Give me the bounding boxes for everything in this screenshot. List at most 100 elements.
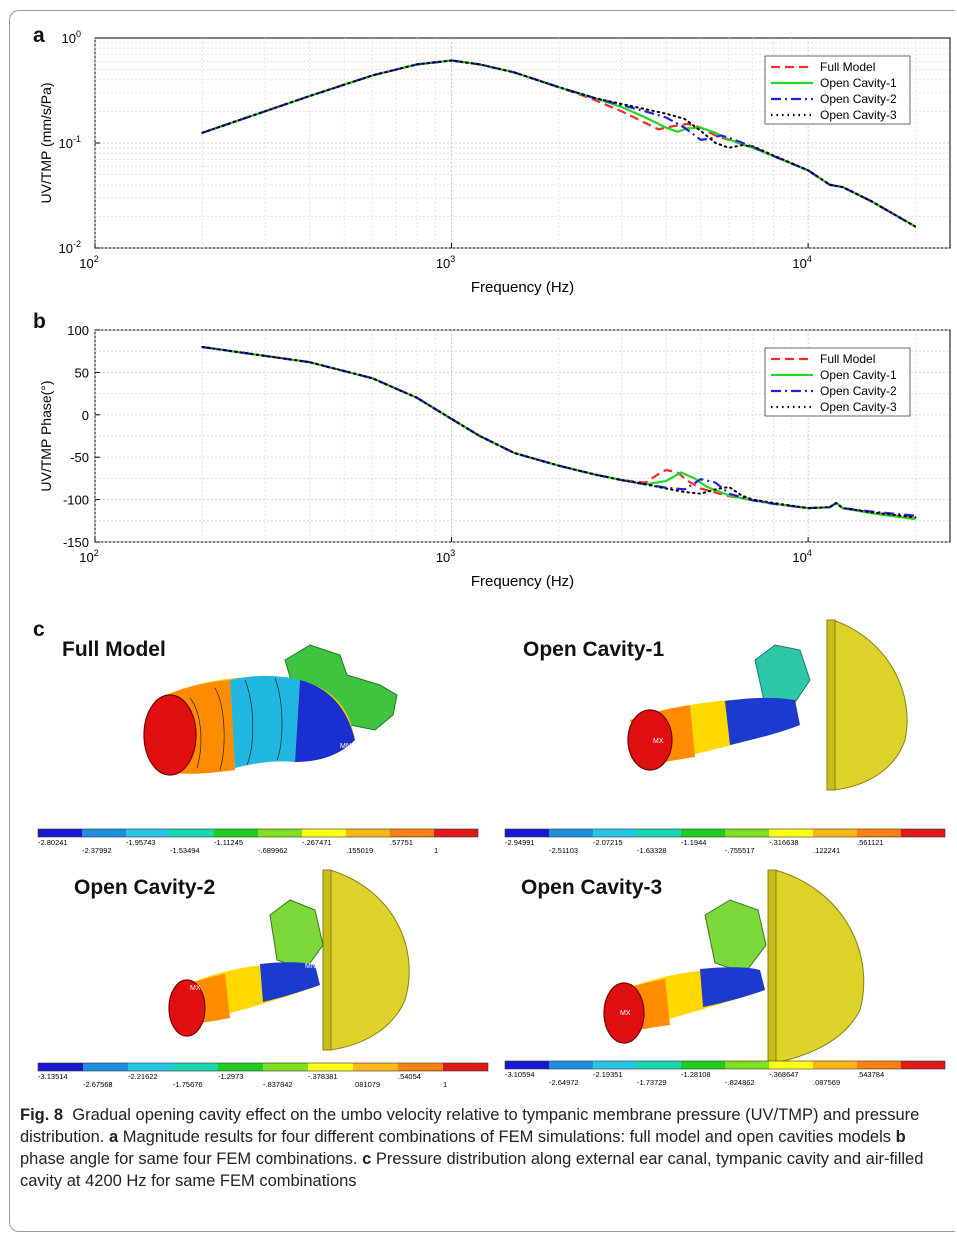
caption-c-label: c	[362, 1150, 372, 1168]
y-axis-label: UV/TMP (mm/s/Pa)	[38, 82, 54, 203]
colorbar-cell	[637, 1061, 681, 1069]
colorbar-cell	[173, 1063, 218, 1071]
colorbar-open-cavity-2: -3.13514 -2.21622 -1.2973 -.378381 .54054 -2.…	[37, 1062, 489, 1089]
colorbar-top-label: .54054	[398, 1072, 421, 1081]
colorbar-cell	[901, 829, 945, 837]
legend-label: Open Cavity-3	[820, 108, 897, 122]
fem-mark-max-oc1: MX	[653, 738, 664, 745]
colorbar-top-label: -.368647	[769, 1070, 799, 1079]
caption-intro: Gradual opening cavity effect on the umb…	[20, 1106, 920, 1146]
caption-b-label: b	[895, 1128, 906, 1146]
fem-mark-max-oc3: MX	[620, 1010, 631, 1017]
caption-a-text: Magnitude results for four different com…	[122, 1128, 892, 1146]
colorbar-cell	[857, 829, 901, 837]
colorbar-top-label: -2.07215	[593, 838, 623, 847]
colorbar-bottom-label: -2.37992	[82, 846, 112, 855]
colorbar-top-label: -1.2973	[218, 1072, 243, 1081]
fem-render-open-cavity-2: MX MN	[168, 869, 410, 1051]
colorbar-top-label: .543784	[857, 1070, 884, 1079]
colorbar-cell	[593, 1061, 637, 1069]
x-tick-label: 103	[436, 254, 455, 271]
colorbar-open-cavity-1: -2.94991 -2.07215 -1.1944 -.316638 .561121 -2…	[504, 828, 946, 855]
x-tick-label: 104	[792, 254, 811, 271]
colorbar-cell	[353, 1063, 398, 1071]
colorbar-bottom-label: -.689962	[258, 846, 288, 855]
colorbar-border	[37, 1062, 489, 1072]
colorbar-bottom-label: -1.73729	[637, 1078, 667, 1087]
colorbar-cell	[398, 1063, 443, 1071]
x-axis-label: Frequency (Hz)	[471, 573, 574, 590]
fem-render-open-cavity-3: MX	[603, 869, 865, 1064]
y-axis-label: UV/TMP Phase(°)	[38, 380, 54, 491]
panel-b-letter: b	[33, 310, 46, 333]
figure-frame	[9, 10, 955, 1232]
x-tick-label: 103	[436, 548, 455, 565]
colorbar-bottom-label: -1.53494	[170, 846, 200, 855]
colorbar-cell	[813, 829, 857, 837]
colorbar-top-label: -1.28108	[681, 1070, 711, 1079]
colorbar-top-label: -2.21622	[128, 1072, 158, 1081]
colorbar-cell	[637, 829, 681, 837]
fem-mark-max-oc2: MX	[190, 985, 201, 992]
y-tick-label: -100	[63, 493, 89, 508]
legend-label: Open Cavity-1	[820, 76, 897, 90]
y-tick-label: 100	[67, 323, 89, 338]
colorbar-bottom-label: .122241	[813, 846, 840, 855]
fem-render-open-cavity-1: MX	[627, 619, 908, 791]
legend-label: Open Cavity-2	[820, 92, 897, 106]
colorbar-bottom-label: .081079	[353, 1080, 380, 1089]
colorbar-bottom-label: -.755517	[725, 846, 755, 855]
colorbar-top-label: -.378381	[308, 1072, 338, 1081]
figure-caption: Fig. 8 Gradual opening cavity effect on …	[20, 1104, 940, 1192]
panel-a-letter: a	[33, 24, 45, 47]
colorbar-cell	[769, 1061, 813, 1069]
caption-fig-label: Fig. 8	[20, 1106, 64, 1124]
fem-mark-max: MX	[163, 687, 174, 694]
colorbar-bottom-label: -1.63328	[637, 846, 667, 855]
colorbar-cell	[434, 829, 478, 837]
colorbar-full-model: -2.80241 -1.95743 -1.11245 -.267471 .57751 -2…	[37, 828, 479, 855]
colorbar-top-label: .561121	[857, 838, 884, 847]
colorbar-border	[504, 828, 946, 838]
caption-a-label: a	[108, 1128, 119, 1146]
colorbar-cell	[83, 1063, 128, 1071]
caption-c-text: Pressure distribution along external ear…	[20, 1150, 924, 1190]
panel-c-letter: c	[33, 618, 45, 641]
colorbar-open-cavity-3: -3.10594 -2.19351 -1.28108 -.368647 .543784 -…	[504, 1060, 946, 1087]
fem-title-full-model: Full Model	[62, 638, 166, 661]
colorbar-top-label: -.316638	[769, 838, 799, 847]
colorbar-top-label: -.267471	[302, 838, 332, 847]
colorbar-bottom-label: -.837842	[263, 1080, 293, 1089]
legend-label: Open Cavity-1	[820, 368, 897, 382]
colorbar-top-label: .57751	[390, 838, 413, 847]
fem-title-open-cavity-2: Open Cavity-2	[74, 876, 216, 899]
fem-render-full-model: MX MN	[143, 644, 398, 776]
y-tick-label: 10-2	[59, 239, 81, 256]
colorbar-border	[504, 1060, 946, 1070]
y-tick-label: 0	[82, 408, 89, 423]
fem-mark-min-oc2: MN	[305, 963, 316, 970]
colorbar-cell	[725, 829, 769, 837]
colorbar-cell	[346, 829, 390, 837]
colorbar-cell	[308, 1063, 353, 1071]
colorbar-bottom-label: .155019	[346, 846, 373, 855]
caption-b-text: phase angle for same four FEM combinatio…	[20, 1150, 358, 1168]
colorbar-bottom-label: -2.51103	[549, 846, 578, 855]
colorbar-cell	[505, 829, 549, 837]
x-tick-label: 102	[79, 254, 98, 271]
colorbar-cell	[390, 829, 434, 837]
colorbar-cell	[302, 829, 346, 837]
legend-label: Full Model	[820, 60, 875, 74]
colorbar-cell	[218, 1063, 263, 1071]
colorbar-cell	[170, 829, 214, 837]
colorbar-top-label: -2.80241	[38, 838, 68, 847]
colorbar-top-label: -1.1944	[681, 838, 706, 847]
fem-title-open-cavity-3: Open Cavity-3	[521, 876, 663, 899]
colorbar-top-label: -2.19351	[593, 1070, 623, 1079]
x-tick-label: 104	[792, 548, 811, 565]
colorbar-top-label: -1.95743	[126, 838, 156, 847]
colorbar-cell	[681, 1061, 725, 1069]
colorbar-cell	[549, 1061, 593, 1069]
colorbar-cell	[214, 829, 258, 837]
colorbar-top-label: -3.13514	[38, 1072, 68, 1081]
